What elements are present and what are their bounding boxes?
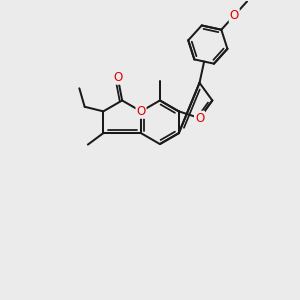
Text: O: O — [136, 105, 146, 118]
Text: O: O — [113, 71, 122, 84]
Text: O: O — [195, 112, 204, 124]
Text: O: O — [230, 9, 239, 22]
